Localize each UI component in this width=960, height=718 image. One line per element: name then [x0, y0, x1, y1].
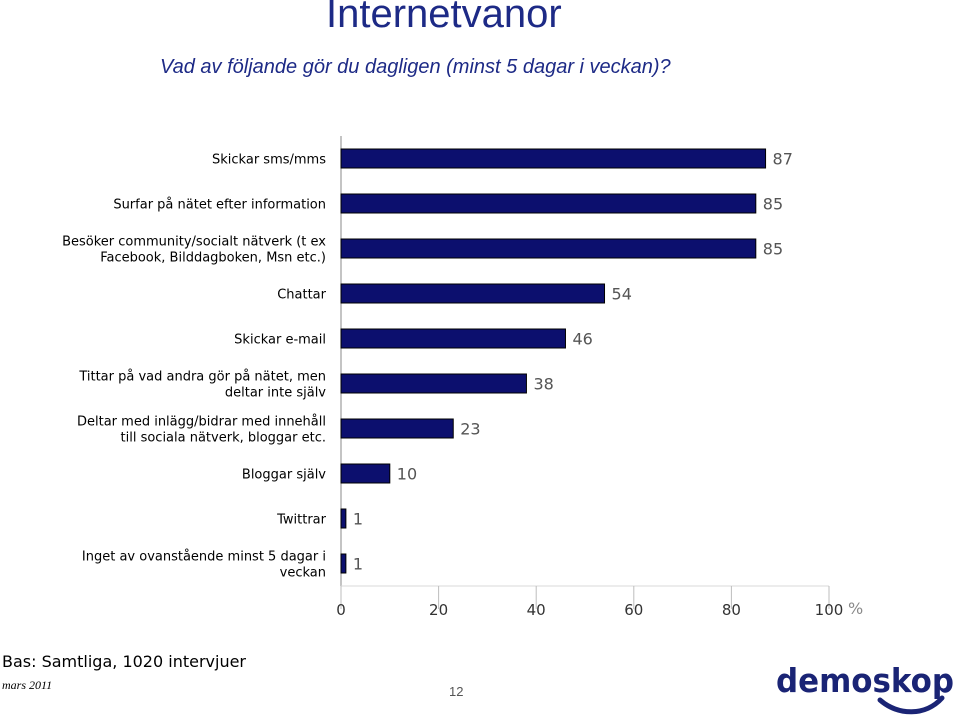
data-label: 23	[460, 420, 480, 439]
data-label: 85	[763, 240, 783, 259]
category-label: Skickar e-mail	[234, 333, 326, 348]
x-tick-label: 0	[336, 601, 346, 619]
category-label: Skickar sms/mms	[212, 153, 326, 168]
data-label: 54	[612, 285, 632, 304]
logo-wordmark: demoskop	[776, 661, 954, 700]
category-label: till sociala nätverk, bloggar etc.	[121, 431, 327, 446]
page-number: 12	[449, 684, 464, 699]
data-label: 1	[353, 510, 363, 529]
chart-subtitle: Vad av följande gör du dagligen (minst 5…	[160, 56, 671, 78]
bar	[340, 463, 391, 484]
bar	[340, 553, 347, 574]
bar	[340, 508, 347, 529]
date-note: mars 2011	[2, 678, 53, 692]
bar	[340, 373, 527, 394]
bar	[340, 418, 454, 439]
category-label: Tittar på vad andra gör på nätet, men	[78, 370, 326, 385]
category-label: veckan	[280, 566, 326, 581]
chart-title: Internetvanor	[326, 0, 562, 36]
data-label: 1	[353, 555, 363, 574]
x-tick-label: 40	[527, 601, 546, 619]
category-label: Inget av ovanstående minst 5 dagar i	[82, 550, 326, 565]
x-tick-label: 60	[624, 601, 643, 619]
data-label: 46	[572, 330, 592, 349]
x-tick-label: 20	[429, 601, 448, 619]
bar	[340, 193, 757, 214]
category-label: Deltar med inlägg/bidrar med innehåll	[77, 415, 326, 430]
bar	[340, 238, 757, 259]
bar-chart: Skickar sms/mms 87 Surfar på nätet efter i…	[62, 136, 863, 619]
category-label: Bloggar själv	[242, 468, 326, 483]
bar	[340, 328, 566, 349]
logo-swoosh	[877, 695, 945, 715]
x-tick-label: 80	[722, 601, 741, 619]
category-label: deltar inte själv	[225, 386, 326, 401]
x-tick-label: 100	[815, 601, 844, 619]
data-label: 10	[397, 465, 417, 484]
data-label: 38	[533, 375, 553, 394]
x-unit-label: %	[848, 599, 863, 618]
bar	[340, 283, 606, 304]
data-label: 85	[763, 195, 783, 214]
base-note: Bas: Samtliga, 1020 intervjuer	[2, 652, 246, 671]
category-label: Chattar	[277, 288, 326, 303]
demoskop-logo: demoskop	[776, 661, 954, 715]
category-label: Besöker community/socialt nätverk (t ex	[62, 235, 326, 250]
category-label: Twittrar	[276, 513, 327, 528]
category-label: Facebook, Bilddagboken, Msn etc.)	[100, 251, 326, 266]
data-label: 87	[773, 150, 793, 169]
bar	[340, 148, 767, 169]
category-label: Surfar på nätet efter information	[113, 198, 326, 213]
